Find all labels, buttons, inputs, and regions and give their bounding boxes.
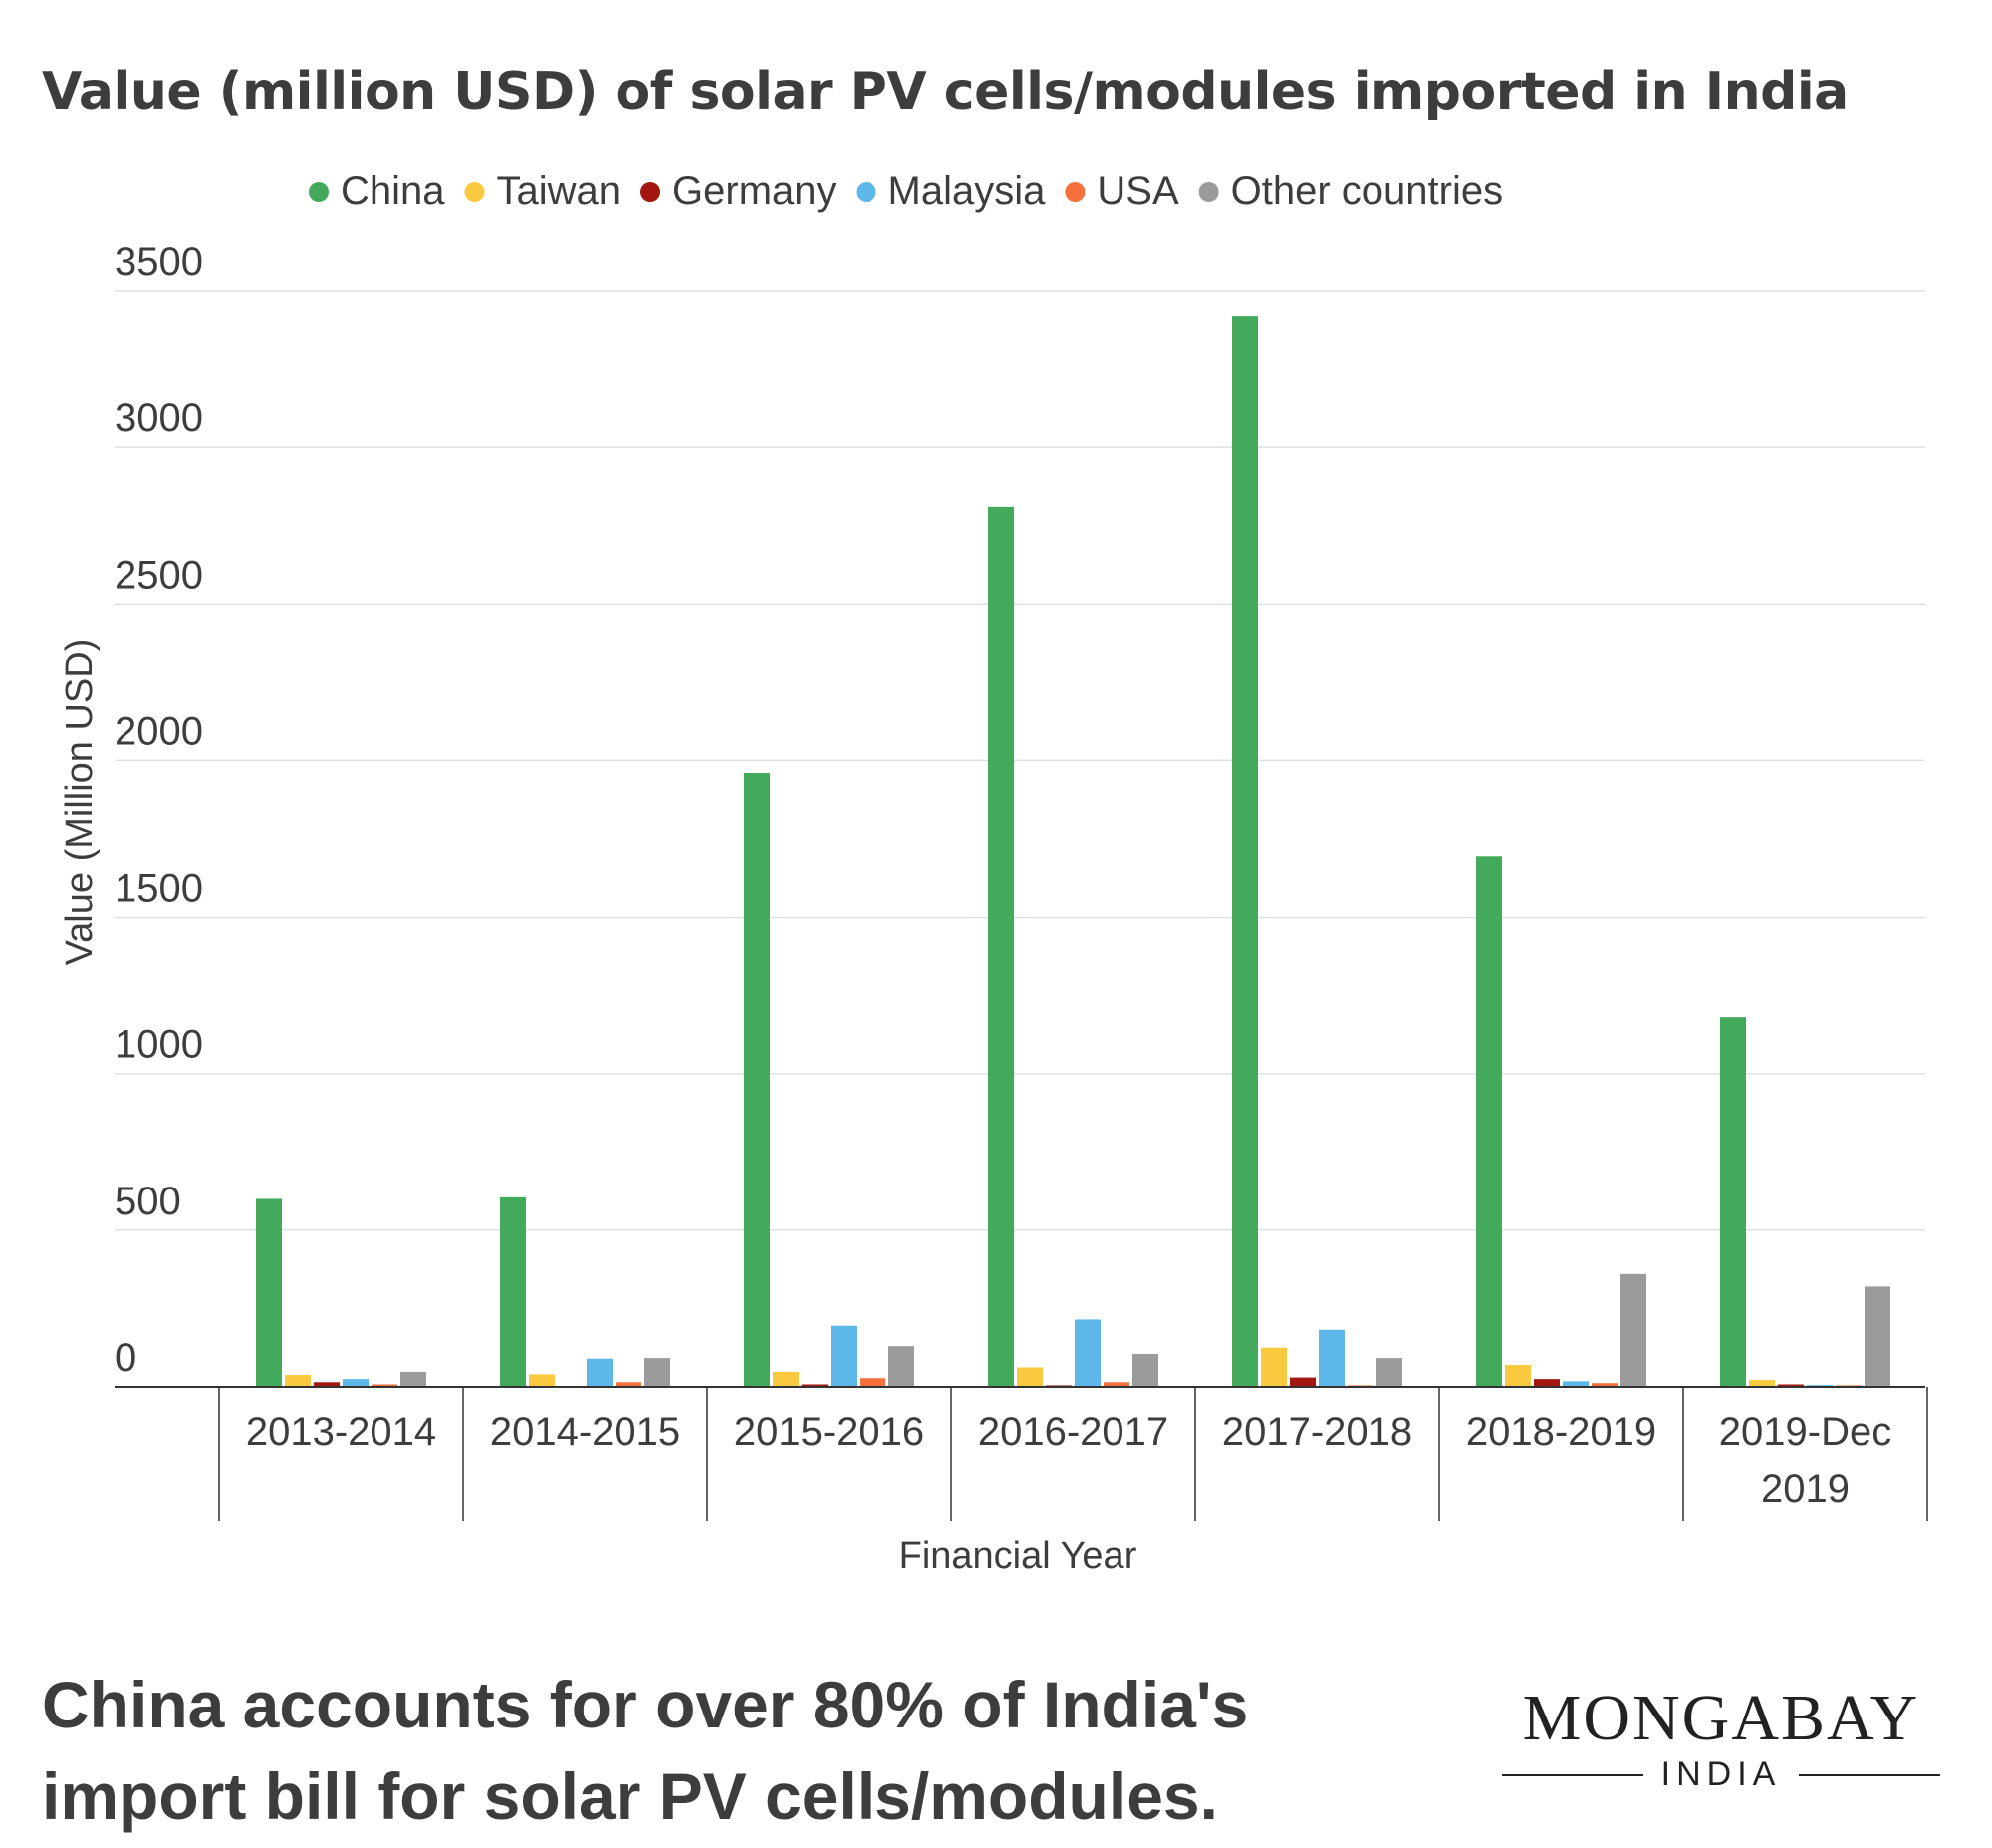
bar-0-3 [343,1379,369,1387]
bar-4-1 [1261,1347,1287,1387]
x-tick-label-6-1: 2019 [1761,1467,1850,1511]
x-tick-label-5: 2018-2019 [1466,1410,1656,1453]
legend-label-2: Germany [672,169,837,213]
bar-4-3 [1319,1329,1345,1387]
gridlines [115,290,1925,1231]
x-axis-label: Financial Year [899,1535,1137,1577]
bar-2-2 [802,1384,828,1387]
y-axis-label: Value (Million USD) [59,639,101,966]
y-tick-label-4: 2000 [115,709,203,753]
y-tick-label-6: 3000 [115,396,203,440]
bar-1-1 [529,1374,555,1387]
y-tick-label-1: 500 [115,1180,181,1223]
y-tick-label-5: 2500 [115,553,203,597]
bar-2-5 [888,1346,914,1387]
legend-marker-3 [856,182,876,202]
x-tick-label-2: 2015-2016 [734,1410,924,1453]
bar-2-3 [831,1325,857,1387]
mongabay-logo: MONGABAY INDIA [1502,1684,1940,1794]
x-tick-label-0: 2013-2014 [246,1410,436,1453]
bar-3-1 [1017,1367,1043,1387]
bar-6-1 [1749,1380,1775,1387]
bar-0-1 [285,1375,311,1387]
bar-chart: China Taiwan Germany Malaysia USA Other count… [59,169,1928,1577]
bars [256,316,1890,1388]
bar-2-0 [744,773,770,1387]
bar-5-3 [1563,1381,1589,1387]
bar-1-4 [616,1382,641,1387]
y-tick-label-3: 1500 [115,867,203,911]
legend-label-3: Malaysia [888,169,1047,213]
chart-title: Value (million USD) of solar PV cells/mo… [42,62,1849,122]
logo-rule-right [1799,1773,1940,1776]
bar-3-4 [1104,1382,1129,1387]
bar-4-5 [1376,1358,1402,1387]
legend-label-4: USA [1097,169,1179,213]
legend-marker-2 [640,182,661,202]
logo-sub-row: INDIA [1502,1755,1940,1794]
footer-caption: China accounts for over 80% of India's i… [42,1659,1466,1842]
bar-0-0 [256,1198,282,1387]
bar-5-2 [1534,1379,1560,1387]
bar-3-0 [988,506,1014,1387]
x-tick-label-6-0: 2019-Dec [1719,1410,1891,1453]
y-tick-label-7: 3500 [115,240,203,284]
legend-label-5: Other countries [1231,169,1503,213]
x-tick-label-4: 2017-2018 [1222,1410,1412,1453]
legend-marker-1 [464,182,485,202]
bar-1-5 [644,1358,670,1387]
legend-marker-5 [1198,182,1219,202]
bar-3-5 [1132,1354,1158,1387]
bar-5-1 [1505,1365,1531,1387]
bar-1-0 [500,1196,526,1387]
legend-marker-0 [309,182,329,202]
bar-3-3 [1075,1319,1101,1387]
bar-4-0 [1232,316,1258,1388]
footer-line-2: import bill for solar PV cells/modules. [42,1759,1218,1833]
y-tick-label-0: 0 [115,1336,136,1380]
logo-rule-left [1502,1773,1643,1776]
footer-line-1: China accounts for over 80% of India's [42,1668,1249,1741]
bar-5-4 [1592,1383,1618,1387]
bar-2-1 [773,1371,799,1387]
x-tick-label-1: 2014-2015 [490,1410,680,1453]
legend-label-1: Taiwan [497,169,622,213]
bar-6-0 [1720,1017,1746,1387]
bar-5-5 [1620,1273,1646,1387]
y-tick-label-2: 1000 [115,1023,203,1067]
bar-6-2 [1778,1384,1804,1387]
bar-1-3 [587,1358,613,1387]
bar-4-2 [1290,1377,1316,1387]
bar-5-0 [1476,856,1502,1387]
bar-6-5 [1865,1286,1890,1387]
logo-wordmark: MONGABAY [1522,1682,1920,1754]
x-axis: 2013-2014 2014-2015 2015-2016 2016-2017 2017… [115,1386,1928,1521]
bar-0-5 [400,1371,426,1387]
legend-marker-4 [1065,182,1086,202]
legend: China Taiwan Germany Malaysia USA Other count… [309,169,1503,213]
bar-0-4 [372,1384,397,1387]
legend-label-0: China [341,169,445,213]
x-tick-label-3: 2016-2017 [978,1410,1168,1453]
bar-2-4 [860,1378,885,1387]
y-axis-ticks: 0 500 1000 1500 2000 2500 3000 3500 [115,240,203,1380]
logo-subtitle: INDIA [1660,1755,1782,1793]
bar-0-2 [314,1382,340,1387]
